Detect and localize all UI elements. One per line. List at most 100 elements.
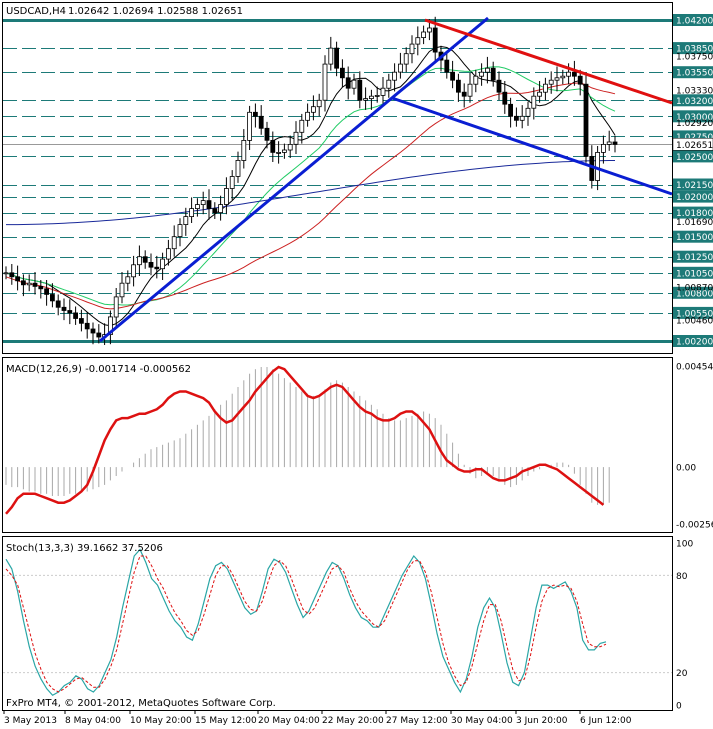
level-label: 1.01250 [676, 253, 713, 263]
chart-ohlc-values: 1.02642 1.02694 1.02588 1.02651 [68, 6, 243, 17]
level-label-box [673, 14, 713, 26]
candle-body [26, 282, 32, 286]
level-label-box [673, 42, 713, 55]
candle-body [264, 127, 270, 141]
macd-plot: 0.004545 0.00 -0.00256 [5, 363, 713, 531]
candle-body [519, 115, 525, 121]
moving-average-line [5, 82, 616, 310]
level-label-box [673, 286, 713, 299]
candle-body [490, 67, 496, 81]
x-tick-label: 6 Jun 12:00 [580, 716, 632, 726]
candle-body [479, 71, 485, 77]
candle-body [142, 256, 148, 263]
resistance-trendline [424, 18, 673, 105]
x-tick-label: 3 Jun 20:00 [516, 716, 568, 726]
candle-body [38, 285, 44, 290]
candle-body [432, 27, 438, 53]
candle-body [455, 79, 461, 93]
stoch-axis-label: 20 [676, 669, 688, 679]
stoch-panel-frame [2, 536, 673, 711]
candle-body [15, 276, 21, 282]
price-scale-label: 1.00870 [676, 284, 713, 294]
price-scale-label: 1.01690 [676, 218, 713, 228]
candle-body [235, 159, 241, 177]
candle-body [392, 71, 398, 81]
candle-body [177, 224, 183, 238]
level-label: 1.02150 [676, 181, 713, 191]
candle-body [50, 294, 55, 302]
candle-body [154, 266, 160, 270]
candle-body [502, 91, 508, 105]
candle-body [380, 87, 386, 96]
stoch-axis-label: 100 [676, 540, 693, 550]
candle-body [508, 103, 514, 117]
x-tick-label: 27 May 12:00 [386, 716, 448, 726]
candle-body [299, 119, 305, 133]
candle-body [165, 248, 171, 260]
level-label-box [673, 306, 713, 319]
candle-body [136, 256, 142, 266]
time-axis: 3 May 2013 8 May 04:00 10 May 20:00 15 May … [3, 710, 632, 726]
candle-body [363, 98, 369, 101]
moving-average-line [5, 45, 616, 327]
candle-body [258, 115, 264, 129]
level-label-box [673, 66, 713, 79]
level-label: 1.01500 [676, 233, 713, 243]
price-scale-label: 1.02920 [676, 119, 713, 129]
candle-body [537, 91, 542, 97]
candle-body [421, 31, 427, 38]
candle-body [241, 139, 247, 161]
candle-body [461, 91, 467, 97]
level-label-box [673, 266, 713, 279]
level-label: 1.03550 [676, 69, 713, 79]
level-label: 1.04200 [676, 17, 713, 27]
candle-body [194, 204, 200, 210]
x-tick-label: 30 May 04:00 [451, 716, 513, 726]
candle-body [113, 296, 119, 318]
level-label: 1.01800 [676, 209, 713, 219]
candle-body [32, 282, 38, 287]
candle-body [484, 67, 490, 73]
moving-average-lines [5, 45, 616, 327]
candle-body [467, 83, 473, 97]
copyright-text: FxPro MT4, © 2001-2012, MetaQuotes Softw… [6, 698, 276, 709]
candle-body [119, 282, 125, 298]
moving-average-line [5, 66, 616, 306]
price-candles [3, 16, 618, 345]
x-tick-label: 20 May 04:00 [258, 716, 320, 726]
candle-body [566, 71, 571, 77]
price-scale: 1.04200 1.03850 1.03550 1.03200 1.03000 1.027… [672, 14, 713, 348]
lower-channel-line [391, 96, 673, 196]
candle-body [84, 322, 90, 330]
candle-body [601, 143, 606, 153]
stoch-axis-label: 80 [676, 572, 688, 582]
candle-body [305, 111, 311, 121]
support-trendline [99, 16, 489, 343]
candle-body [316, 99, 322, 108]
level-label-box [673, 190, 713, 203]
candle-body [90, 328, 96, 334]
level-label-box [673, 206, 713, 219]
x-tick-label: 3 May 2013 [4, 716, 57, 726]
candle-body [310, 106, 316, 113]
price-scale-label: 1.03750 [676, 53, 713, 63]
candle-body [287, 143, 293, 151]
level-label: 1.01050 [676, 269, 713, 279]
candle-body [444, 59, 450, 73]
level-label-box [673, 94, 713, 107]
candle-body [108, 316, 113, 335]
candle-body [525, 107, 531, 117]
stoch-title: Stoch(13,3,3) 39.1662 37.5206 [6, 543, 163, 554]
candle-body [473, 75, 479, 85]
candle-body [281, 149, 287, 153]
candle-body [426, 27, 432, 33]
x-tick-label: 10 May 20:00 [130, 716, 192, 726]
candle-body [357, 79, 363, 101]
chart-symbol-title: USDCAD,H4 [6, 6, 66, 17]
macd-panel-frame [2, 357, 673, 533]
candle-body [125, 276, 131, 284]
candle-body [223, 188, 229, 205]
x-tick-label: 22 May 20:00 [322, 716, 384, 726]
candle-body [328, 47, 334, 65]
candle-body [55, 300, 61, 308]
